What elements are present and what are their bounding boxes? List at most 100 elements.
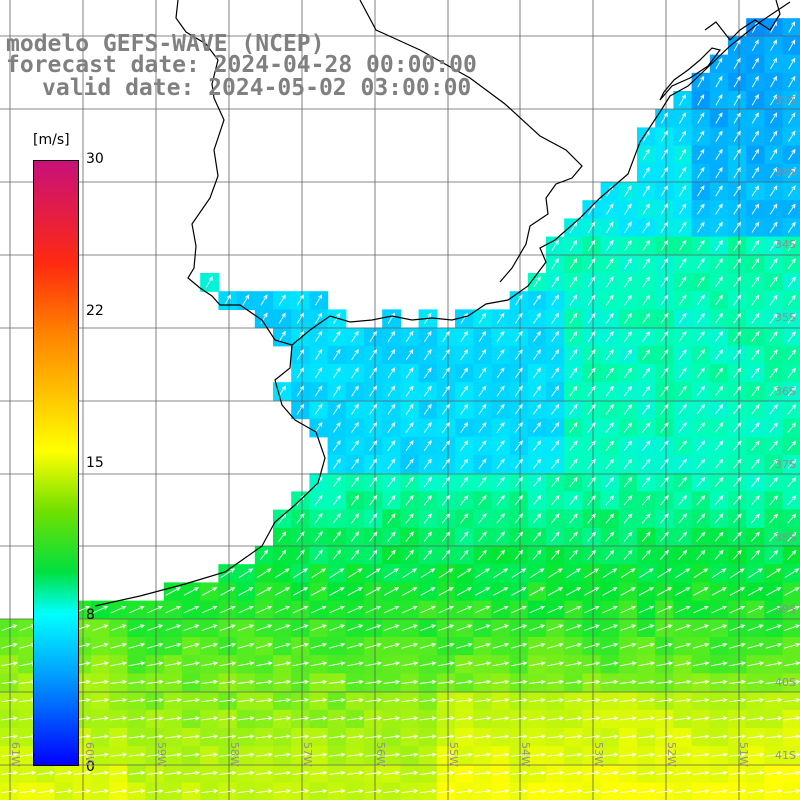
- wind-arrow: [219, 788, 237, 794]
- wind-arrow: [714, 440, 724, 451]
- wind-arrow: [733, 93, 741, 106]
- wind-arrow: [769, 349, 778, 360]
- wind-arrow: [601, 716, 619, 721]
- wind-arrow: [37, 788, 55, 794]
- wind-arrow: [296, 513, 305, 524]
- wind-arrow: [605, 440, 615, 451]
- wind-arrow: [678, 349, 687, 360]
- wind-arrow: [642, 130, 650, 142]
- wind-arrow: [128, 697, 146, 703]
- wind-arrow: [110, 716, 128, 721]
- wind-arrow: [329, 624, 346, 631]
- wind-arrow: [314, 494, 323, 506]
- wind-arrow: [674, 642, 692, 649]
- wind-arrow: [347, 568, 363, 578]
- wind-arrow: [584, 605, 600, 614]
- wind-arrow: [347, 605, 364, 614]
- wind-arrow: [624, 185, 632, 197]
- wind-arrow: [587, 330, 596, 342]
- wind-arrow: [442, 385, 450, 397]
- wind-arrow: [496, 495, 505, 506]
- wind-arrow: [642, 258, 650, 270]
- wind-arrow: [751, 422, 760, 433]
- wind-arrow: [346, 679, 364, 685]
- wind-arrow: [401, 752, 419, 757]
- wind-arrow: [1, 624, 18, 631]
- wind-arrow: [547, 770, 564, 776]
- wind-arrow: [605, 330, 614, 342]
- wind-arrow: [478, 549, 487, 560]
- wind-arrow: [529, 587, 545, 596]
- wind-arrow: [729, 605, 746, 614]
- wind-arrow: [714, 331, 724, 342]
- wind-arrow: [183, 587, 200, 596]
- wind-arrow: [587, 549, 597, 560]
- wind-arrow: [274, 679, 291, 685]
- wind-arrow: [547, 679, 564, 685]
- wind-arrow: [732, 422, 742, 433]
- wind-arrow: [730, 568, 745, 578]
- wind-arrow: [532, 440, 542, 451]
- wind-arrow: [274, 661, 292, 667]
- wind-arrow: [332, 494, 341, 506]
- wind-arrow: [550, 549, 560, 560]
- wind-arrow: [710, 770, 728, 776]
- wind-arrow: [419, 788, 437, 794]
- wind-arrow: [165, 605, 182, 614]
- wind-arrow: [547, 734, 564, 739]
- wind-arrow: [314, 348, 323, 361]
- wind-arrow: [733, 312, 742, 324]
- wind-arrow: [693, 568, 709, 578]
- wind-arrow: [255, 734, 273, 739]
- wind-arrow: [201, 697, 219, 703]
- wind-arrow: [565, 770, 583, 776]
- wind-arrow: [583, 679, 601, 685]
- wind-arrow: [92, 770, 109, 776]
- wind-arrow: [696, 276, 705, 288]
- lon-label: 56W: [374, 742, 387, 767]
- wind-arrow: [456, 679, 473, 685]
- wind-arrow: [638, 752, 655, 757]
- wind-arrow: [787, 385, 797, 397]
- wind-arrow: [492, 770, 510, 776]
- wind-arrow: [569, 440, 578, 451]
- wind-arrow: [350, 513, 360, 524]
- wind-arrow: [237, 661, 255, 667]
- wind-arrow: [256, 605, 273, 614]
- wind-arrow: [514, 422, 523, 433]
- wind-arrow: [514, 330, 523, 342]
- wind-arrow: [770, 75, 778, 88]
- wind-arrow: [620, 605, 637, 614]
- wind-arrow: [696, 385, 706, 397]
- wind-arrow: [696, 258, 705, 270]
- wind-arrow: [219, 716, 237, 721]
- wind-arrow: [696, 331, 705, 342]
- wind-arrow: [678, 166, 687, 179]
- wind-arrow: [296, 367, 305, 379]
- wind-arrow: [274, 605, 291, 614]
- wind-arrow: [351, 403, 359, 415]
- wind-arrow: [183, 697, 200, 703]
- wind-arrow: [532, 549, 542, 560]
- wind-arrow: [605, 531, 615, 542]
- wind-arrow: [347, 642, 364, 649]
- wind-arrow: [110, 734, 128, 739]
- wind-arrow: [423, 549, 433, 561]
- wind-arrow: [711, 642, 728, 649]
- wind-arrow: [660, 148, 668, 161]
- wind-arrow: [678, 440, 687, 451]
- wind-arrow: [678, 185, 687, 197]
- wind-arrow: [478, 312, 487, 324]
- lat-label: 40S: [775, 676, 796, 689]
- wind-arrow: [365, 716, 382, 721]
- wind-arrow: [533, 294, 541, 306]
- wind-arrow: [656, 716, 674, 721]
- wind-arrow: [365, 679, 382, 685]
- wind-arrow: [751, 404, 760, 415]
- wind-arrow: [551, 422, 560, 433]
- wind-arrow: [365, 734, 382, 739]
- wind-arrow: [787, 276, 796, 288]
- wind-arrow: [729, 716, 746, 721]
- wind-arrow: [401, 734, 419, 739]
- wind-arrow: [383, 661, 401, 667]
